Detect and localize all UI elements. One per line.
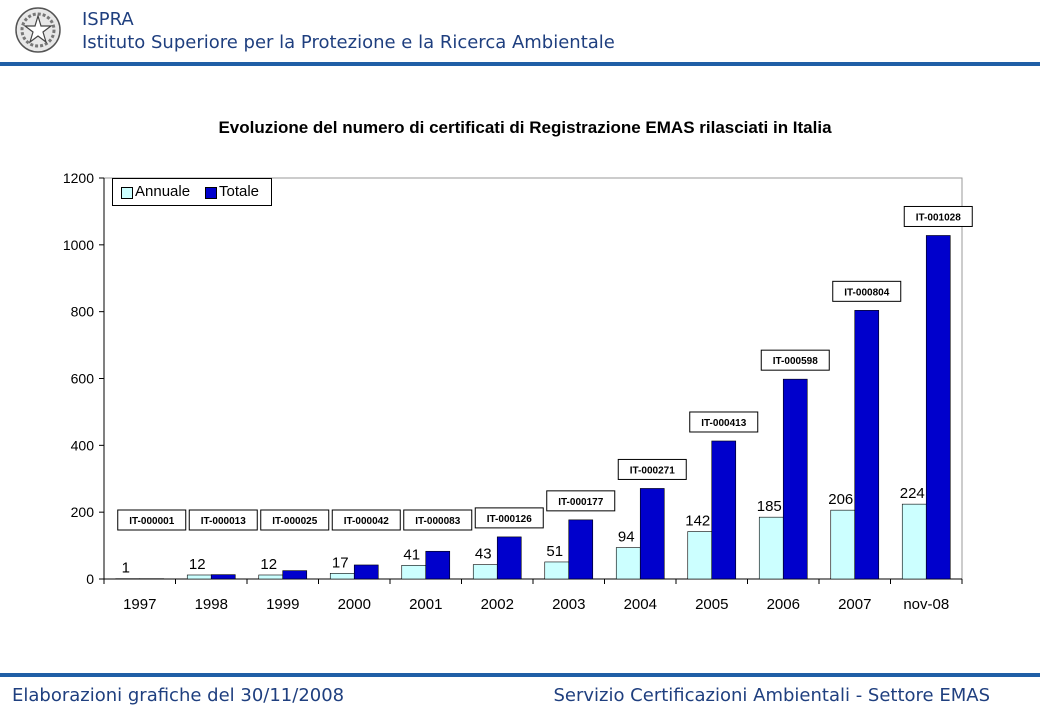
x-tick-label: 2002 <box>481 596 514 613</box>
data-label-box-totale <box>188 509 258 531</box>
org-short-name: ISPRA <box>82 9 134 30</box>
bar-chart: 0200400600800100012001IT-000001199712IT-… <box>63 170 973 613</box>
data-label-annuale: 1 <box>122 560 130 577</box>
data-label-box-totale <box>689 411 759 433</box>
data-label-totale: IT-000083 <box>415 516 460 527</box>
data-label-totale: IT-000413 <box>701 418 746 429</box>
data-label-box-totale <box>474 507 544 529</box>
x-tick-label: 2003 <box>552 596 585 613</box>
data-label-box-totale <box>903 205 973 227</box>
bar-annuale <box>544 561 570 580</box>
bar-annuale <box>758 516 784 580</box>
data-label-box-totale <box>331 509 401 531</box>
bar-totale <box>854 310 880 580</box>
bar-totale <box>925 235 951 580</box>
y-tick-label: 800 <box>71 304 95 320</box>
x-tick-label: 2000 <box>338 596 371 613</box>
republic-emblem-icon <box>15 7 61 53</box>
footer-divider <box>0 673 1040 677</box>
bar-totale <box>711 440 737 580</box>
x-tick-label: nov-08 <box>903 596 949 613</box>
data-label-box-totale <box>117 509 187 531</box>
x-tick-label: 1997 <box>123 596 156 613</box>
bar-annuale <box>329 573 355 580</box>
header-divider <box>0 62 1040 66</box>
data-label-totale: IT-000177 <box>558 497 603 508</box>
bar-annuale <box>472 564 498 580</box>
y-tick-label: 600 <box>71 371 95 387</box>
data-label-totale: IT-000804 <box>844 287 889 298</box>
bar-annuale <box>687 531 713 580</box>
data-label-annuale: 12 <box>189 556 206 573</box>
data-label-box-totale <box>617 458 687 480</box>
x-tick-label: 1998 <box>195 596 228 613</box>
data-label-box-totale <box>760 349 830 371</box>
legend-swatch-annuale <box>121 187 133 199</box>
y-tick-label: 400 <box>71 437 95 453</box>
data-label-totale: IT-000001 <box>129 516 174 527</box>
x-tick-label: 2004 <box>624 596 657 613</box>
data-label-totale: IT-001028 <box>916 212 961 223</box>
data-label-annuale: 43 <box>475 546 492 563</box>
data-label-annuale: 41 <box>403 546 420 563</box>
data-label-totale: IT-000042 <box>344 516 389 527</box>
x-tick-label: 2001 <box>409 596 442 613</box>
bar-annuale <box>901 503 927 580</box>
bar-annuale <box>258 574 284 580</box>
data-label-box-totale <box>260 509 330 531</box>
bar-totale <box>782 378 808 580</box>
bar-annuale <box>401 564 427 580</box>
data-label-annuale: 142 <box>685 513 710 530</box>
legend-label-annuale: Annuale <box>135 183 191 200</box>
data-label-totale: IT-000013 <box>201 516 246 527</box>
data-label-annuale: 51 <box>546 543 563 560</box>
data-label-totale: IT-000126 <box>487 514 532 525</box>
data-label-annuale: 94 <box>618 529 635 546</box>
data-label-annuale: 206 <box>828 491 853 508</box>
data-label-box-totale <box>403 509 473 531</box>
x-tick-label: 2005 <box>695 596 728 613</box>
data-label-totale: IT-000598 <box>773 356 818 367</box>
data-label-annuale: 17 <box>332 554 349 571</box>
bar-totale <box>353 564 379 580</box>
bar-annuale <box>186 574 212 580</box>
chart-title: Evoluzione del numero di certificati di … <box>218 118 832 137</box>
x-tick-label: 1999 <box>266 596 299 613</box>
org-full-name: Istituto Superiore per la Protezione e l… <box>82 32 615 53</box>
x-tick-label: 2007 <box>838 596 871 613</box>
bar-annuale <box>830 509 856 580</box>
data-label-annuale: 12 <box>260 556 277 573</box>
y-tick-label: 200 <box>71 504 95 520</box>
y-tick-label: 1200 <box>63 170 94 186</box>
y-tick-label: 0 <box>86 571 94 587</box>
data-label-box-totale <box>546 490 616 512</box>
data-label-annuale: 185 <box>757 498 782 515</box>
page-header: ISPRA Istituto Superiore per la Protezio… <box>0 0 1040 68</box>
y-tick-label: 1000 <box>63 237 94 253</box>
data-label-box-totale <box>832 280 902 302</box>
bar-totale <box>496 536 522 580</box>
x-tick-label: 2006 <box>767 596 800 613</box>
data-label-totale: IT-000271 <box>630 465 675 476</box>
legend-label-totale: Totale <box>219 183 260 200</box>
footer-date: Elaborazioni grafiche del 30/11/2008 <box>12 685 345 706</box>
data-label-totale: IT-000025 <box>272 516 317 527</box>
legend-swatch-totale <box>205 187 217 199</box>
bar-totale <box>568 519 594 580</box>
bar-totale <box>639 488 665 580</box>
footer-department: Servizio Certificazioni Ambientali - Set… <box>553 685 990 706</box>
bar-totale <box>282 570 308 580</box>
bar-totale <box>425 550 451 580</box>
data-label-annuale: 224 <box>900 485 925 502</box>
bar-totale <box>210 574 236 580</box>
bar-annuale <box>615 547 641 580</box>
chart-legend: Annuale Totale <box>112 178 272 206</box>
